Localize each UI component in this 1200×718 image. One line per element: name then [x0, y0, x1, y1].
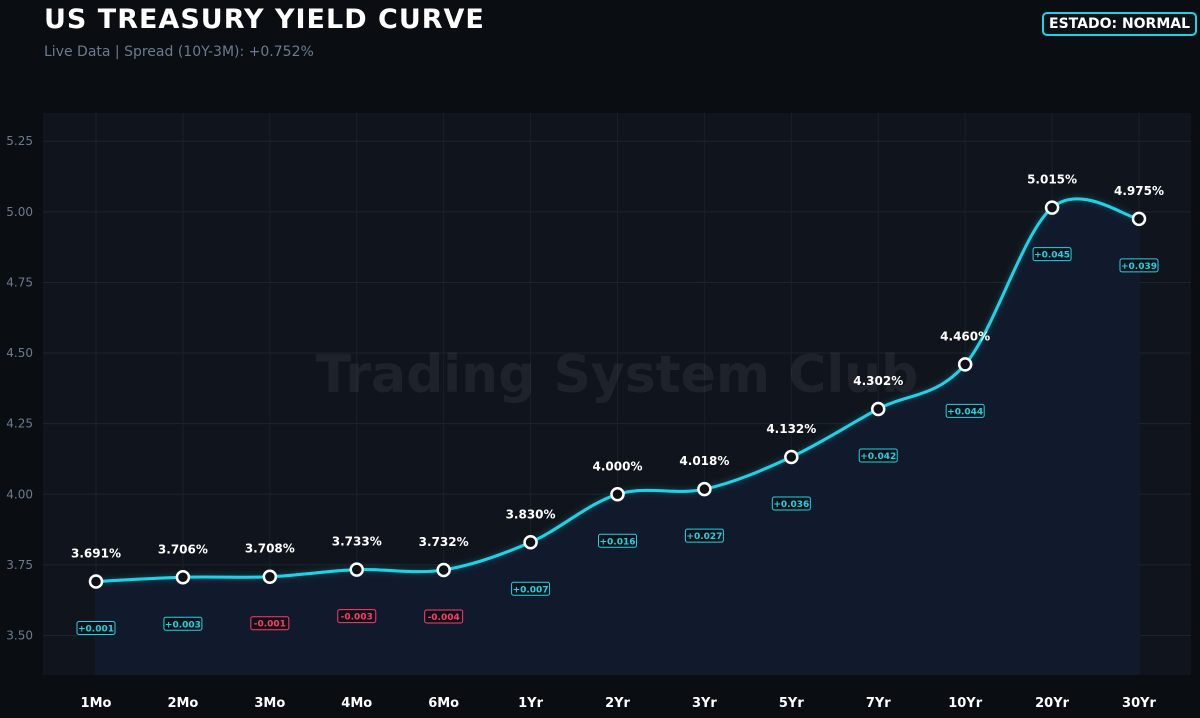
change-badge	[598, 533, 637, 548]
change-label: +0.045	[1034, 251, 1070, 261]
change-label: +0.036	[773, 500, 809, 510]
value-label: 4.975%	[1114, 184, 1164, 198]
change-label: +0.042	[860, 452, 896, 462]
x-tick-label: 3Mo	[254, 696, 285, 711]
change-badge	[337, 609, 377, 624]
status-badge: ESTADO: NORMAL	[1042, 12, 1198, 36]
data-point	[262, 569, 278, 584]
value-label: 3.830%	[506, 507, 556, 521]
change-label: +0.016	[599, 537, 635, 547]
y-tick-label: 3.75	[6, 558, 33, 572]
change-label: +0.001	[78, 625, 114, 635]
value-label: 3.733%	[332, 535, 382, 549]
y-axis: 3.50 3.75 4.00 4.25 4.50 4.75 5.00 5.25	[6, 134, 33, 642]
x-tick-label: 1Yr	[518, 696, 543, 711]
y-tick-label: 4.00	[6, 487, 33, 501]
change-label: +0.007	[513, 585, 549, 595]
x-tick-label: 2Mo	[167, 696, 198, 711]
x-tick-label: 4Mo	[341, 696, 372, 711]
value-label: 5.015%	[1027, 173, 1077, 187]
x-tick-label: 3Yr	[692, 696, 717, 711]
change-badge	[250, 616, 290, 631]
change-label: -0.003	[341, 613, 373, 623]
data-point	[784, 449, 799, 465]
change-label: +0.044	[947, 407, 983, 417]
chart-subtitle: Live Data | Spread (10Y-3M): +0.752%	[44, 44, 314, 60]
data-point	[175, 570, 191, 585]
change-badge	[945, 403, 985, 418]
value-label: 4.018%	[679, 454, 729, 468]
data-point	[88, 574, 104, 589]
value-label: 4.132%	[766, 422, 816, 436]
value-label: 3.706%	[158, 542, 208, 556]
data-point	[610, 487, 625, 502]
x-tick-label: 20Yr	[1035, 696, 1070, 711]
y-tick-label: 4.50	[6, 346, 33, 360]
change-badge	[1032, 247, 1072, 262]
change-badges: +0.001 +0.003 -0.001 -0.003 -0.004 +0.007 +0.0…	[76, 247, 1159, 636]
x-tick-label: 5Yr	[779, 696, 804, 711]
value-label: 3.691%	[71, 547, 121, 561]
change-badge	[511, 581, 551, 596]
data-point	[871, 401, 886, 417]
change-label: +0.027	[686, 532, 722, 542]
x-tick-label: 10Yr	[948, 696, 983, 711]
data-point	[523, 535, 538, 550]
data-point	[957, 357, 973, 372]
change-label: -0.004	[428, 613, 460, 623]
y-tick-label: 5.25	[6, 134, 33, 148]
x-tick-label: 2Yr	[605, 696, 630, 711]
data-point	[1131, 211, 1147, 227]
change-badge	[424, 609, 464, 624]
watermark: Trading System Club	[316, 345, 919, 405]
x-axis: 1Mo 2Mo 3Mo 4Mo 6Mo 1Yr 2Yr 3Yr 5Yr 7Yr 10Yr 20Yr 30…	[81, 696, 1157, 711]
y-tick-label: 4.25	[6, 417, 33, 431]
value-label: 4.460%	[940, 329, 990, 343]
value-label: 4.000%	[593, 459, 643, 473]
data-point	[697, 481, 712, 497]
value-label: 3.708%	[245, 542, 295, 556]
change-label: -0.001	[254, 620, 286, 630]
change-badge	[771, 496, 811, 511]
change-label: +0.003	[165, 620, 201, 630]
value-labels: 3.691% 3.706% 3.708% 3.733% 3.732% 3.830% 4.00…	[71, 173, 1164, 561]
data-points	[88, 200, 1147, 589]
area-fill	[96, 198, 1139, 675]
x-tick-label: 1Mo	[81, 696, 112, 711]
change-badge	[76, 621, 116, 636]
y-tick-label: 4.75	[6, 275, 33, 289]
data-point	[349, 562, 364, 577]
y-tick-label: 5.00	[6, 205, 33, 219]
data-point	[436, 562, 451, 578]
change-badge	[163, 616, 203, 631]
x-tick-label: 6Mo	[428, 696, 459, 711]
change-label: +0.039	[1121, 262, 1157, 272]
change-badge	[858, 448, 898, 463]
curve-area	[96, 198, 1139, 675]
change-badge	[1119, 258, 1159, 273]
value-label: 3.732%	[419, 535, 469, 549]
data-point	[1044, 200, 1060, 215]
chart-title: US TREASURY YIELD CURVE	[44, 4, 485, 35]
change-badge	[684, 528, 724, 543]
y-tick-label: 3.50	[6, 628, 33, 642]
x-tick-label: 7Yr	[866, 696, 891, 711]
x-tick-label: 30Yr	[1122, 696, 1157, 711]
value-label: 4.302%	[853, 374, 903, 388]
